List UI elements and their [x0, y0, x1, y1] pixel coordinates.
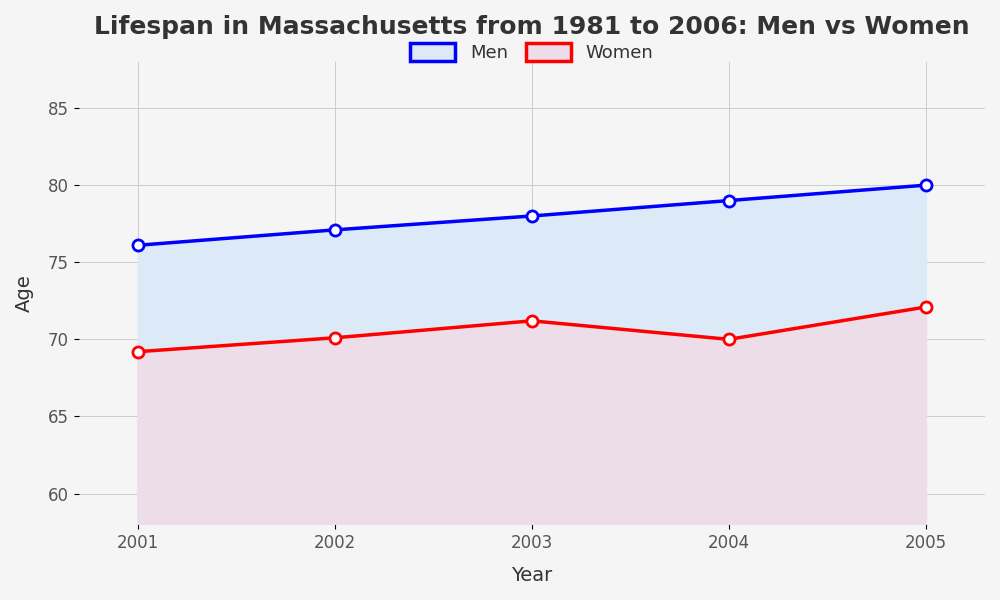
Men: [132, 242, 144, 249]
Y-axis label: Age: Age: [15, 274, 34, 312]
X-axis label: Year: Year: [511, 566, 552, 585]
Women: [132, 348, 144, 355]
Women: [329, 334, 341, 341]
Men: [723, 197, 735, 204]
Line: Men: Men: [132, 179, 931, 251]
Men: [329, 226, 341, 233]
Title: Lifespan in Massachusetts from 1981 to 2006: Men vs Women: Lifespan in Massachusetts from 1981 to 2…: [94, 15, 970, 39]
Women: [723, 336, 735, 343]
Women: [526, 317, 538, 325]
Men: [526, 212, 538, 220]
Legend: Men, Women: Men, Women: [401, 34, 662, 71]
Men: [920, 182, 932, 189]
Women: [920, 304, 932, 311]
Line: Women: Women: [132, 301, 931, 357]
